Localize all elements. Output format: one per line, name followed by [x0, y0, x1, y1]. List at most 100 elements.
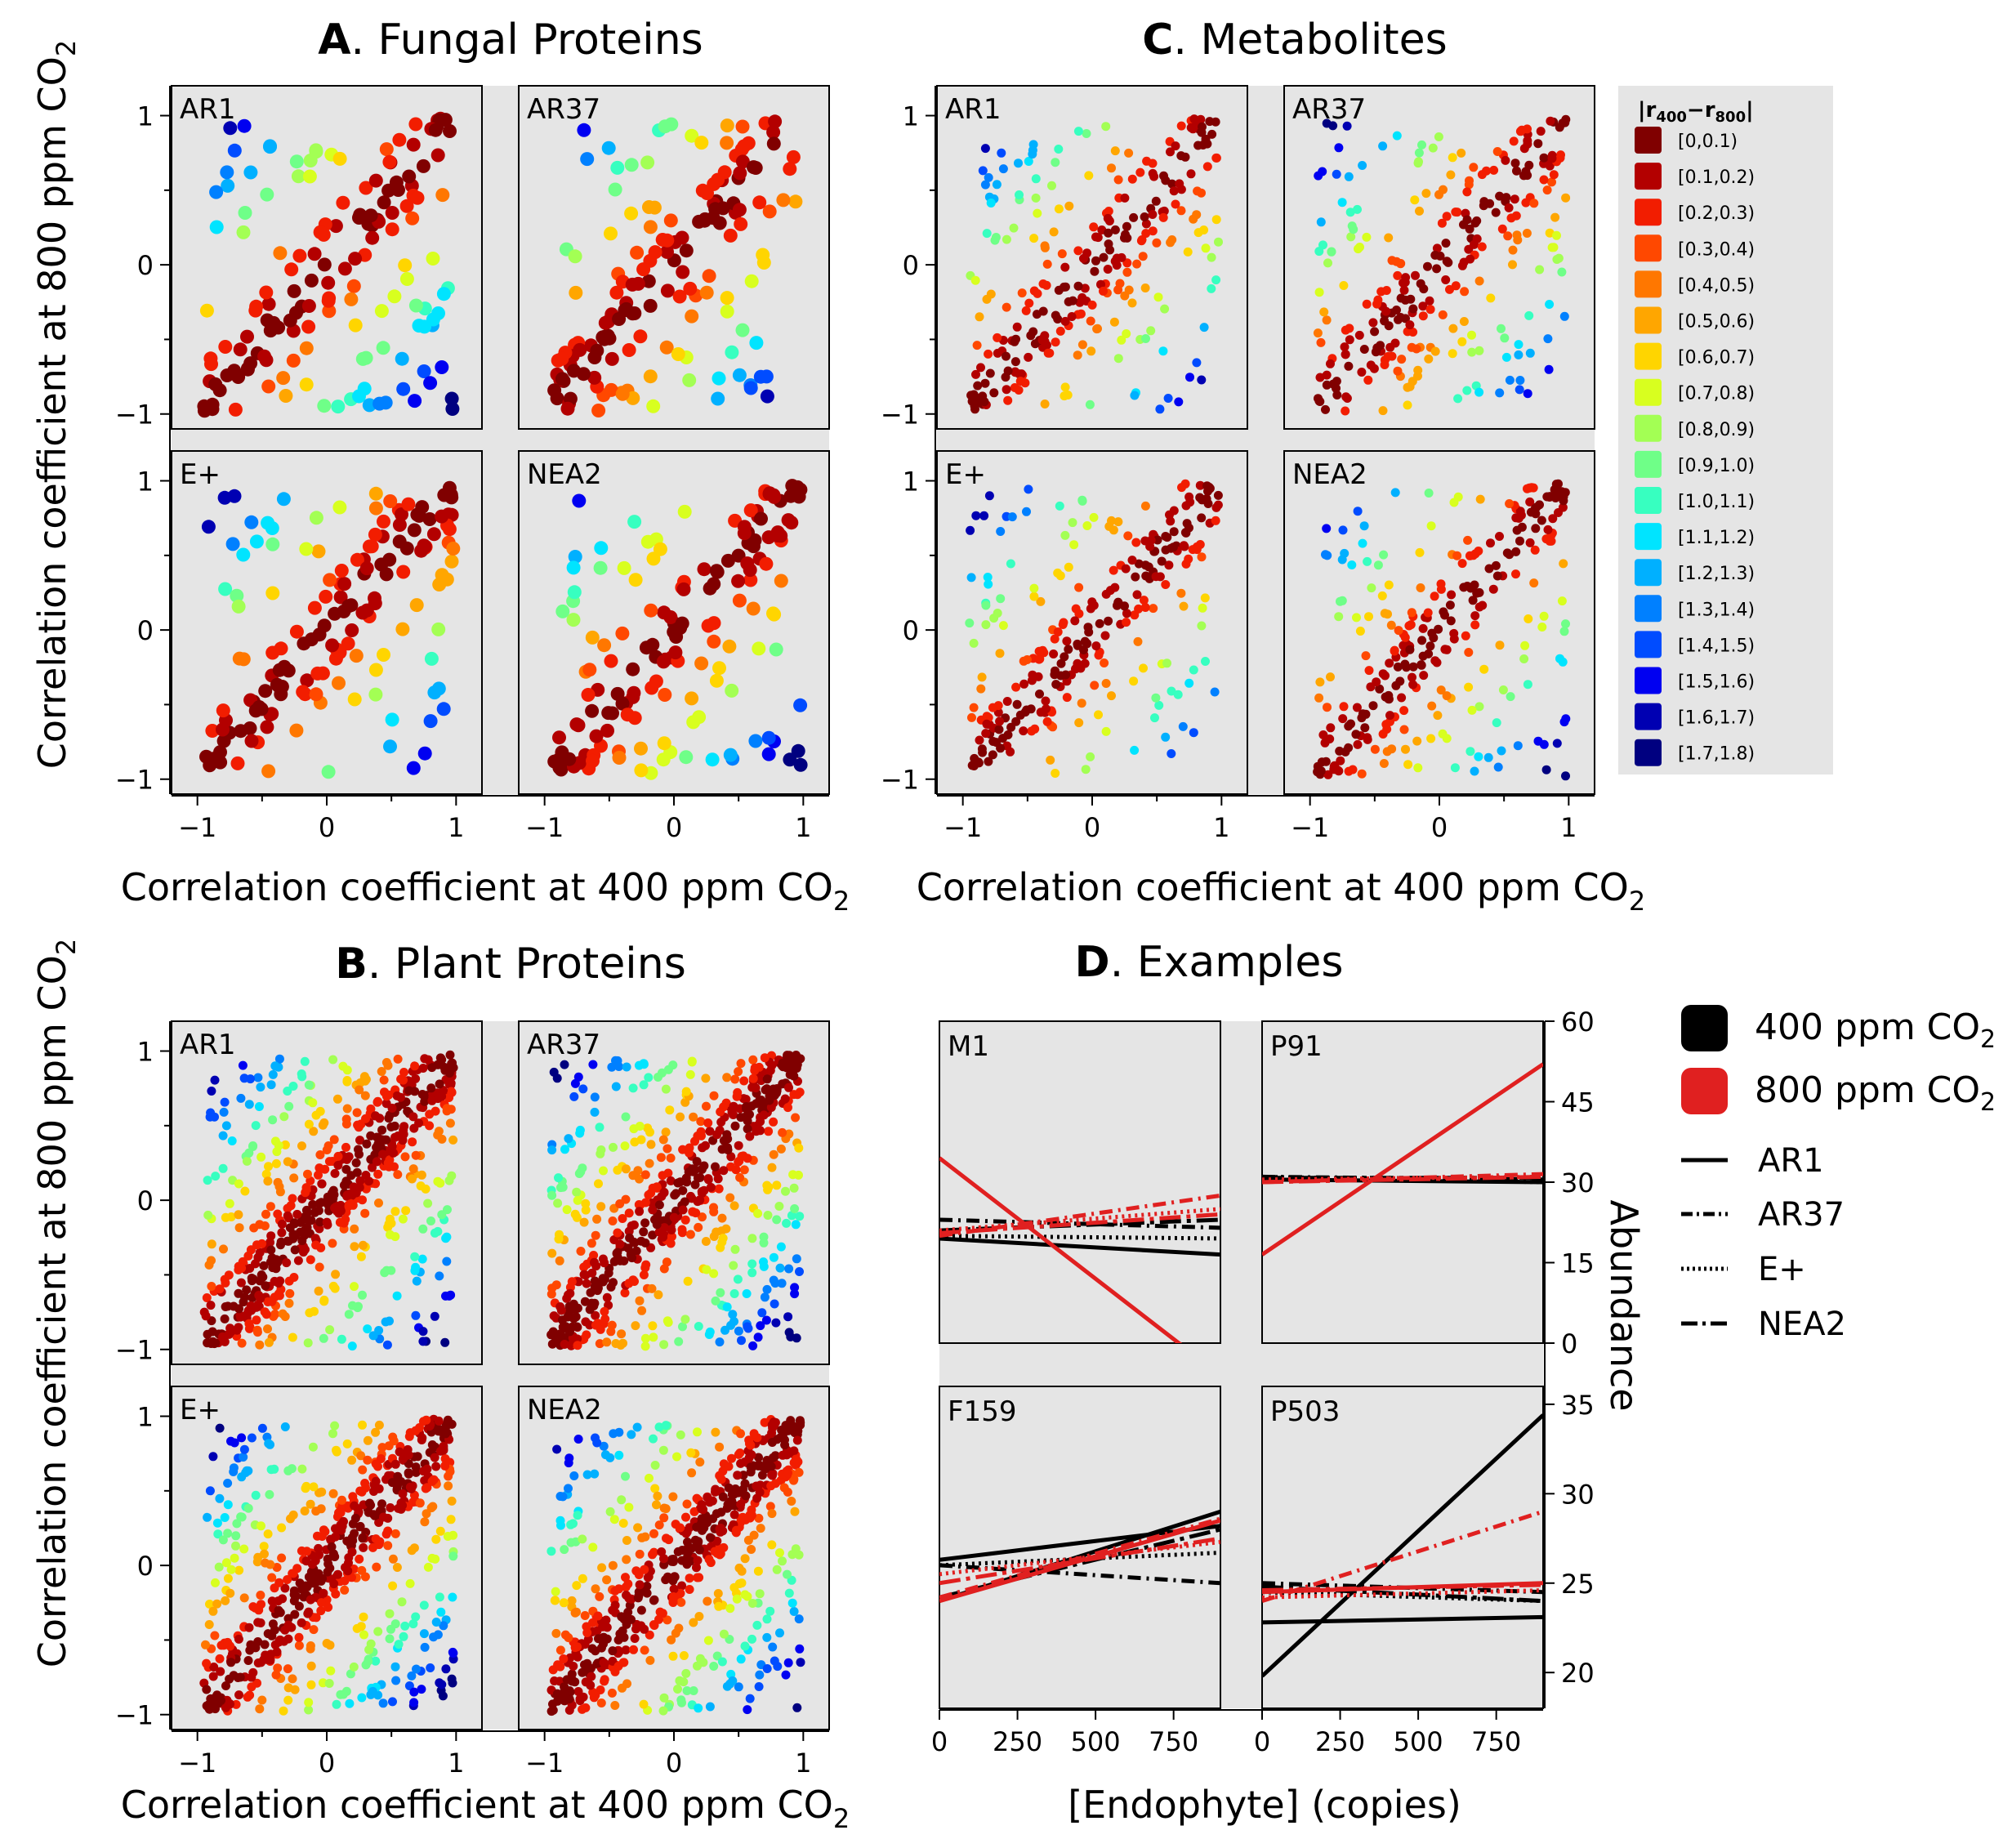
scatter-point: [1411, 270, 1420, 280]
example-line-ar37-800: [1262, 1509, 1543, 1604]
scatter-point: [649, 1596, 658, 1605]
scatter-point: [1457, 559, 1467, 569]
scatter-point: [377, 1499, 386, 1509]
y-tick-label: 15: [1561, 1248, 1595, 1279]
scatter-point: [440, 1461, 450, 1471]
scatter-point: [383, 1541, 393, 1551]
scatter-point: [331, 1532, 341, 1542]
scatter-point: [257, 1521, 265, 1531]
scatter-point: [551, 1587, 560, 1596]
scatter-point: [615, 696, 630, 711]
scatter-point: [299, 341, 314, 355]
scatter-point: [1488, 584, 1498, 594]
scatter-point: [336, 1508, 346, 1517]
scatter-point: [587, 1644, 597, 1654]
scatter-point: [379, 567, 394, 582]
scatter-point: [740, 1554, 750, 1564]
scatter-point: [1042, 259, 1052, 269]
scatter-point: [374, 1420, 384, 1430]
legend-bin-swatch: [1635, 306, 1662, 334]
scatter-point: [1345, 208, 1355, 217]
scatter-point: [1424, 354, 1434, 364]
scatter-point: [1120, 193, 1130, 203]
scatter-point: [309, 1127, 319, 1136]
scatter-point: [1502, 548, 1512, 558]
scatter-point: [732, 593, 747, 608]
scatter-point: [717, 1213, 727, 1223]
scatter-point: [980, 378, 990, 388]
scatter-point: [1040, 400, 1050, 408]
scatter-point: [998, 164, 1008, 174]
scatter-point: [1340, 342, 1350, 352]
scatter-point: [589, 729, 604, 743]
scatter-point: [363, 1435, 373, 1445]
scatter-point: [727, 1107, 737, 1117]
scatter-point: [781, 1186, 790, 1196]
scatter-point: [1332, 391, 1342, 400]
legend-bin-swatch: [1635, 523, 1662, 551]
scatter-point: [791, 743, 805, 758]
scatter-point: [1547, 154, 1557, 163]
scatter-point: [546, 1547, 556, 1556]
scatter-point: [1408, 680, 1418, 690]
scatter-point: [1077, 699, 1086, 708]
scatter-point: [303, 1169, 312, 1179]
scatter-point: [789, 1446, 799, 1456]
scatter-point: [706, 1558, 716, 1568]
scatter-point: [404, 1469, 413, 1479]
scatter-point: [1211, 153, 1221, 163]
scatter-point: [795, 1267, 804, 1276]
scatter-point: [307, 247, 322, 261]
scatter-point: [417, 364, 431, 378]
scatter-point: [201, 520, 216, 534]
scatter-point: [761, 1085, 770, 1095]
scatter-point: [599, 1166, 608, 1176]
scatter-point: [257, 1695, 267, 1705]
scatter-point: [1030, 339, 1040, 349]
scatter-point: [1316, 337, 1326, 347]
scatter-point: [701, 1237, 711, 1246]
scatter-point: [1061, 670, 1071, 680]
scatter-point: [315, 1106, 325, 1116]
scatter-point: [366, 1690, 376, 1699]
scatter-point: [283, 1157, 292, 1167]
scatter-point: [619, 1658, 629, 1667]
scatter-point: [1443, 257, 1453, 267]
scatter-point: [302, 169, 317, 184]
scatter-point: [991, 233, 1001, 242]
scatter-point: [327, 1542, 337, 1551]
scatter-point: [1414, 148, 1424, 158]
scatter-point: [762, 487, 777, 502]
scatter-point: [387, 1478, 397, 1488]
scatter-point: [569, 1519, 578, 1529]
scatter-point: [676, 1430, 685, 1440]
scatter-point: [1002, 697, 1012, 706]
scatter-point: [569, 1662, 578, 1671]
scatter-point: [1089, 512, 1099, 522]
scatter-point: [769, 1149, 778, 1159]
scatter-point: [249, 534, 264, 549]
scatter-point: [723, 228, 738, 243]
scatter-point: [359, 1612, 368, 1622]
scatter-point: [608, 1646, 618, 1656]
scatter-point: [426, 527, 441, 542]
scatter-point: [736, 1458, 746, 1468]
scatter-point: [1386, 620, 1396, 630]
scatter-point: [1463, 535, 1473, 545]
scatter-point: [1345, 335, 1354, 345]
scatter-point: [268, 1115, 278, 1125]
scatter-point: [775, 1548, 784, 1558]
scatter-point: [431, 1462, 441, 1471]
scatter-point: [236, 652, 251, 667]
scatter-point: [1198, 603, 1207, 613]
scatter-point: [399, 1632, 408, 1641]
scatter-point: [1408, 304, 1418, 314]
legend-label-800: 800 ppm CO2: [1755, 1069, 1996, 1117]
scatter-point: [355, 1521, 365, 1531]
scatter-point: [685, 1230, 695, 1239]
scatter-point: [673, 1685, 682, 1694]
scatter-point: [579, 1334, 589, 1344]
scatter-point: [611, 1082, 621, 1091]
scatter-point: [732, 1525, 741, 1535]
scatter-point: [1517, 522, 1527, 532]
